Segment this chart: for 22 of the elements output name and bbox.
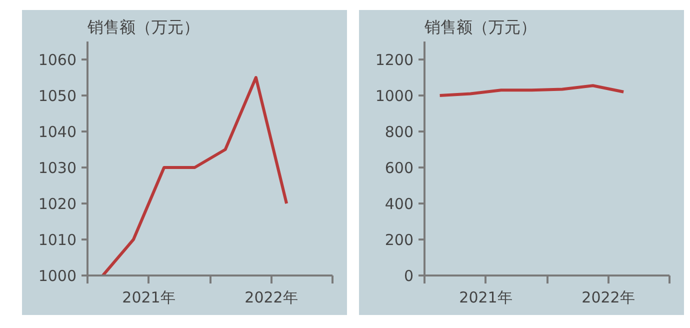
line-series bbox=[101, 76, 288, 276]
y-tick-label: 1030 bbox=[38, 159, 77, 177]
y-tick-label: 1200 bbox=[375, 51, 414, 69]
y-tick-label: 200 bbox=[384, 231, 414, 249]
y-tick-label: 400 bbox=[384, 195, 414, 213]
y-tick-label: 600 bbox=[384, 159, 414, 177]
chart-title: 销售额（万元） bbox=[86, 18, 200, 36]
y-tick-label: 1000 bbox=[38, 267, 77, 285]
y-tick-label: 0 bbox=[404, 267, 414, 285]
line-series bbox=[438, 84, 626, 97]
y-tick-label: 1050 bbox=[38, 87, 77, 105]
y-tick-label: 1040 bbox=[38, 123, 77, 141]
x-tick-label: 2022年 bbox=[582, 288, 635, 306]
chart-title: 销售额（万元） bbox=[424, 18, 536, 36]
y-tick-label: 1010 bbox=[38, 231, 77, 249]
y-tick-label: 800 bbox=[384, 123, 414, 141]
y-tick-label: 1000 bbox=[375, 87, 414, 105]
x-tick-label: 2021年 bbox=[459, 288, 512, 306]
x-tick-label: 2022年 bbox=[244, 288, 298, 306]
y-tick-label: 1020 bbox=[38, 195, 77, 213]
x-tick-label: 2021年 bbox=[122, 288, 176, 306]
y-tick-label: 1060 bbox=[38, 51, 77, 69]
